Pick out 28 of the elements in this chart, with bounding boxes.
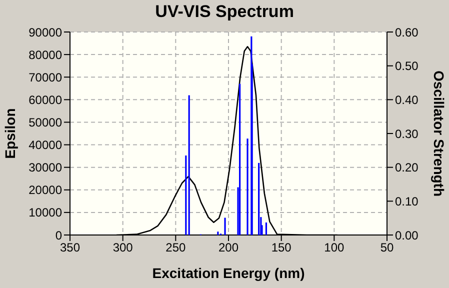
y2-tick-label: 0.40	[395, 92, 419, 107]
x-tick-label: 300	[112, 240, 134, 255]
y-tick-label: 0	[55, 228, 62, 242]
y-tick-label: 20000	[28, 183, 62, 198]
x-tick-label: 200	[218, 240, 239, 255]
x-tick-label: 50	[380, 240, 394, 255]
y-tick-label: 80000	[28, 48, 62, 62]
y-axis-title: Epsilon	[2, 108, 18, 159]
x-tick-label: 350	[60, 240, 80, 255]
y2-tick-label: 0.20	[395, 160, 419, 175]
chart-title: UV-VIS Spectrum	[154, 2, 295, 22]
y2-tick-label: 0.10	[395, 194, 419, 208]
x-tick-label: 250	[166, 240, 186, 255]
y-tick-label: 30000	[28, 160, 62, 175]
y2-tick-label: 0.50	[395, 59, 419, 74]
y2-tick-label: 0.00	[395, 228, 419, 242]
y-tick-label: 90000	[28, 25, 62, 40]
x-tick-label: 100	[324, 240, 344, 255]
x-tick-label: 150	[271, 240, 292, 255]
y2-axis-title: Oscillator Strength	[431, 70, 448, 197]
y2-tick-label: 0.30	[395, 126, 419, 141]
y-tick-label: 50000	[28, 115, 62, 130]
x-axis-title: Excitation Energy (nm)	[152, 265, 305, 281]
y-tick-label: 60000	[28, 92, 62, 107]
y2-tick-label: 0.60	[395, 25, 419, 40]
y-tick-label: 10000	[28, 206, 62, 220]
y-tick-label: 40000	[28, 138, 62, 152]
y-tick-label: 70000	[28, 70, 62, 84]
